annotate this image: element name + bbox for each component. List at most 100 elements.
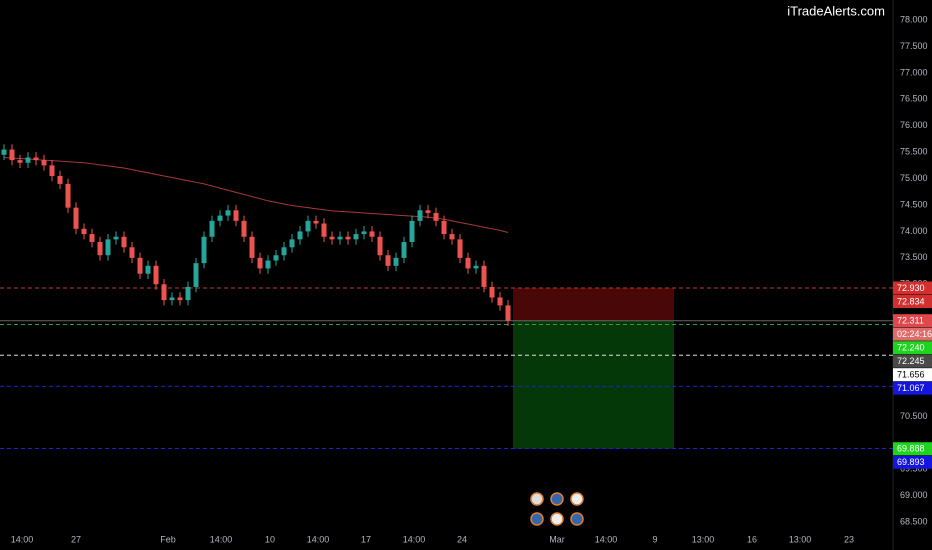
candle-body bbox=[97, 242, 103, 256]
price-tag-bg bbox=[893, 381, 932, 395]
candle-body bbox=[161, 284, 167, 301]
watermark: iTradeAlerts.com bbox=[787, 3, 885, 18]
candle-body bbox=[473, 265, 479, 269]
x-tick-label: 10 bbox=[265, 534, 275, 544]
candle-body bbox=[105, 239, 111, 256]
candle-body bbox=[73, 207, 79, 229]
y-tick-label: 75.500 bbox=[900, 147, 928, 157]
candle-body bbox=[65, 183, 71, 208]
candle-body bbox=[249, 236, 255, 258]
x-tick-label: 14:00 bbox=[307, 534, 330, 544]
price-tag-bg bbox=[893, 354, 932, 368]
candle-body bbox=[481, 265, 487, 287]
candle-body bbox=[121, 236, 127, 248]
candle-body bbox=[321, 223, 327, 237]
price-tag: 71.067 bbox=[897, 383, 925, 393]
candle-body bbox=[433, 212, 439, 221]
candle-body bbox=[369, 231, 375, 237]
candle-body bbox=[201, 236, 207, 264]
candle-body bbox=[313, 220, 319, 224]
stop-zone bbox=[513, 287, 674, 321]
x-tick-label: 14:00 bbox=[403, 534, 426, 544]
y-tick-label: 69.000 bbox=[900, 490, 928, 500]
candle-body bbox=[345, 236, 351, 240]
x-tick-label: Feb bbox=[160, 534, 176, 544]
price-tag-bg bbox=[893, 314, 932, 328]
candle-body bbox=[9, 149, 15, 161]
price-tag: 72.311 bbox=[897, 316, 924, 326]
candle-body bbox=[257, 257, 263, 269]
y-tick-label: 76.500 bbox=[900, 94, 928, 104]
candle-body bbox=[297, 231, 303, 240]
candle-body bbox=[241, 220, 247, 237]
event-icons bbox=[530, 492, 584, 526]
candle-body bbox=[449, 234, 455, 240]
candle-body bbox=[81, 228, 87, 235]
candle-body bbox=[25, 157, 31, 163]
candle-body bbox=[1, 149, 7, 155]
price-tag: 72.834 bbox=[897, 296, 925, 306]
target-zone bbox=[513, 320, 674, 449]
candle-body bbox=[153, 265, 159, 285]
candle-body bbox=[209, 220, 215, 237]
y-tick-label: 75.000 bbox=[900, 173, 928, 183]
candle-body bbox=[137, 257, 143, 274]
x-tick-label: Mar bbox=[549, 534, 565, 544]
candle-body bbox=[361, 231, 367, 235]
x-tick-label: 14:00 bbox=[210, 534, 233, 544]
x-tick-label: 27 bbox=[71, 534, 81, 544]
x-tick-label: 13:00 bbox=[692, 534, 715, 544]
y-tick-label: 77.500 bbox=[900, 41, 928, 51]
candle-body bbox=[273, 255, 279, 261]
candle-body bbox=[505, 305, 511, 321]
price-tag-bg bbox=[893, 294, 932, 308]
price-tag-bg bbox=[893, 368, 932, 382]
y-tick-label: 68.500 bbox=[900, 516, 928, 526]
price-tag: 72.240 bbox=[897, 343, 925, 353]
candle-body bbox=[177, 297, 183, 301]
price-tag-bg bbox=[893, 341, 932, 355]
countdown-tag-bg bbox=[893, 327, 932, 341]
candle-body bbox=[145, 265, 151, 274]
candle-body bbox=[49, 165, 55, 176]
candle-body bbox=[305, 220, 311, 232]
candle-body bbox=[385, 255, 391, 266]
candle-body bbox=[89, 234, 95, 243]
y-tick-label: 70.500 bbox=[900, 411, 928, 421]
candle-body bbox=[337, 236, 343, 240]
y-tick-label: 74.500 bbox=[900, 199, 928, 209]
candle-body bbox=[129, 247, 135, 258]
candle-body bbox=[265, 260, 271, 269]
price-tag-bg bbox=[893, 281, 932, 295]
candle-body bbox=[441, 220, 447, 235]
candle-body bbox=[233, 210, 239, 221]
price-tag: 72.930 bbox=[897, 283, 925, 293]
y-tick-label: 77.000 bbox=[900, 67, 928, 77]
candle-body bbox=[289, 239, 295, 248]
countdown-tag: 02:24:16 bbox=[897, 329, 932, 339]
candle-body bbox=[17, 160, 23, 163]
y-tick-label: 74.000 bbox=[900, 226, 928, 236]
price-tag: 72.245 bbox=[897, 356, 925, 366]
x-tick-label: 23 bbox=[844, 534, 854, 544]
candle-body bbox=[185, 286, 191, 301]
candle-body bbox=[169, 297, 175, 301]
price-tag: 69.888 bbox=[897, 444, 925, 454]
price-tag: 69.893 bbox=[897, 457, 925, 467]
price-tag-bg bbox=[893, 455, 932, 469]
candle-body bbox=[33, 157, 39, 161]
price-tag-bg bbox=[893, 442, 932, 456]
y-tick-label: 73.500 bbox=[900, 252, 928, 262]
x-tick-label: 17 bbox=[361, 534, 371, 544]
candle-body bbox=[113, 236, 119, 240]
candle-body bbox=[377, 236, 383, 256]
candle-body bbox=[465, 257, 471, 269]
moving-average bbox=[3, 156, 509, 233]
x-tick-label: 14:00 bbox=[11, 534, 34, 544]
candle-body bbox=[489, 286, 495, 298]
x-tick-label: 16 bbox=[747, 534, 757, 544]
candle-body bbox=[57, 175, 63, 184]
candle-body bbox=[497, 297, 503, 306]
candle-body bbox=[353, 234, 359, 240]
candle-body bbox=[225, 210, 231, 216]
